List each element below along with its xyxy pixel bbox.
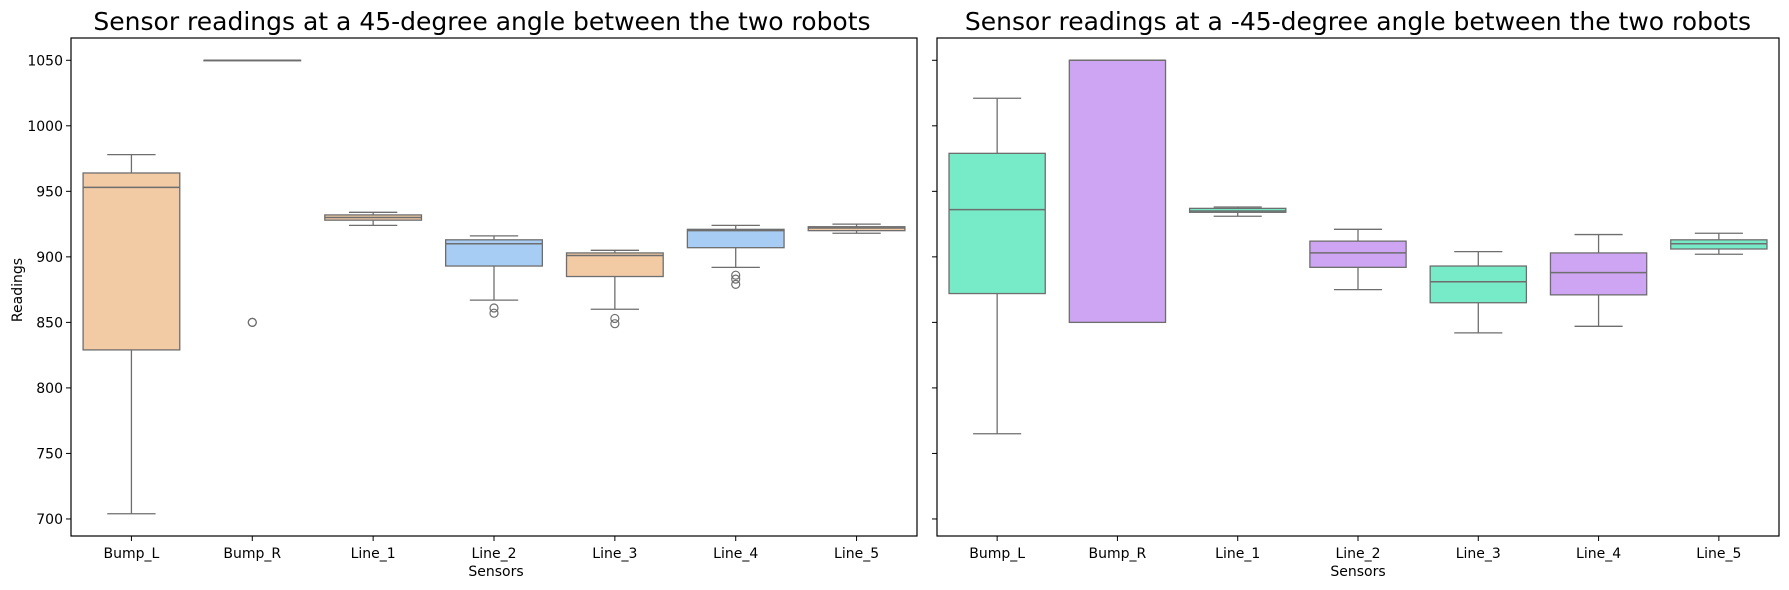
x-tick-label: Line_3 xyxy=(1456,546,1501,562)
iqr-box xyxy=(82,172,181,351)
iqr-box xyxy=(1429,265,1528,304)
left-y-axis-label: Readings xyxy=(10,258,26,322)
box-line-5 xyxy=(1670,232,1768,255)
y-tick-label: 850 xyxy=(36,315,63,331)
box-bump-l xyxy=(82,153,181,515)
outlier-point xyxy=(610,313,620,324)
box-line-1 xyxy=(1188,206,1287,217)
right-chart-panel: Sensor readings at a -45-degree angle be… xyxy=(932,7,1780,580)
outlier-point xyxy=(489,308,499,318)
box-line-5 xyxy=(807,223,906,234)
outlier-point xyxy=(489,303,499,313)
left-chart-title: Sensor readings at a 45-degree angle bet… xyxy=(93,7,870,36)
y-tick-label: 700 xyxy=(36,512,63,528)
x-tick-label: Bump_L xyxy=(104,546,160,562)
box-line-2 xyxy=(1309,228,1407,291)
iqr-box xyxy=(686,228,785,249)
y-tick-label: 1000 xyxy=(27,119,63,135)
y-tick-label: 950 xyxy=(36,184,63,200)
x-tick-label: Line_5 xyxy=(1696,546,1741,562)
x-tick-label: Line_5 xyxy=(834,546,879,562)
y-tick-label: 800 xyxy=(36,381,63,397)
x-tick-label: Bump_L xyxy=(969,546,1025,562)
x-tick-label: Bump_R xyxy=(1089,546,1147,562)
right-chart-title: Sensor readings at a -45-degree angle be… xyxy=(965,7,1751,36)
x-tick-label: Line_4 xyxy=(1576,546,1621,562)
iqr-box xyxy=(1549,252,1648,296)
x-tick-label: Line_1 xyxy=(351,546,396,562)
box-line-4 xyxy=(1549,233,1648,327)
x-tick-label: Line_2 xyxy=(1335,546,1380,562)
iqr-box xyxy=(565,252,664,278)
plot-frame xyxy=(70,37,918,537)
y-tick-label: 900 xyxy=(36,250,63,266)
box-bump-r xyxy=(1068,59,1167,324)
y-tick-label: 1050 xyxy=(27,53,63,69)
iqr-box xyxy=(948,152,1046,295)
x-tick-label: Line_3 xyxy=(592,546,637,562)
iqr-box xyxy=(1068,59,1167,324)
x-tick-label: Bump_R xyxy=(223,546,281,562)
x-tick-label: Line_2 xyxy=(471,546,516,562)
box-bump-l xyxy=(948,97,1046,435)
iqr-box xyxy=(1309,240,1407,268)
outlier-point xyxy=(247,317,257,327)
box-line-3 xyxy=(565,249,664,329)
box-line-1 xyxy=(324,211,423,227)
left-chart-panel: Sensor readings at a 45-degree angle bet… xyxy=(10,7,918,580)
box-bump-r xyxy=(203,59,302,327)
outlier-point xyxy=(731,274,741,284)
box-line-4 xyxy=(686,224,785,289)
right-x-axis-label: Sensors xyxy=(1330,564,1385,580)
left-x-axis-label: Sensors xyxy=(468,564,523,580)
box-line-3 xyxy=(1429,250,1528,334)
y-tick-label: 750 xyxy=(36,446,63,462)
outlier-point xyxy=(610,319,620,329)
outlier-point xyxy=(731,279,741,289)
outlier-point xyxy=(731,270,741,280)
x-tick-label: Line_1 xyxy=(1215,546,1260,562)
x-tick-label: Line_4 xyxy=(713,546,758,562)
box-line-2 xyxy=(445,235,543,318)
plot-frame xyxy=(936,37,1780,537)
